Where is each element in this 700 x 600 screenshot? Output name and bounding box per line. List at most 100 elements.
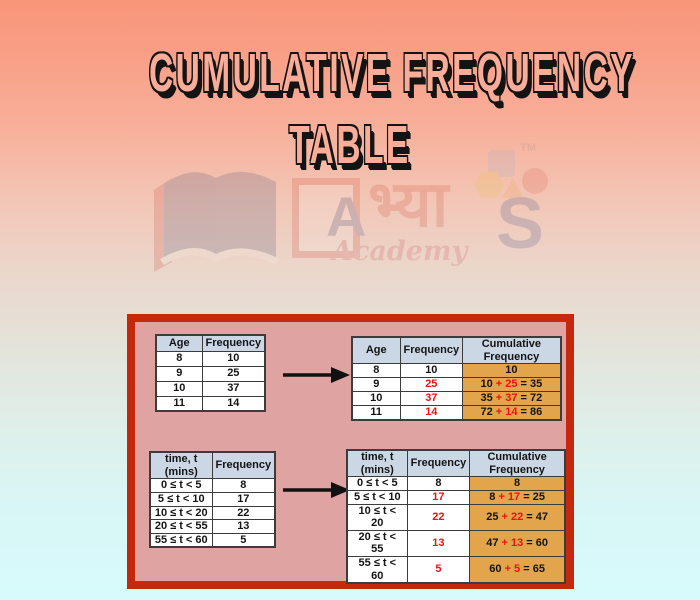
cell-text-part: = 25 (520, 490, 545, 503)
page-title-line1: CUMULATIVE FREQUENCY (0, 46, 700, 100)
header-row: Age Frequency (155, 334, 266, 352)
table-cell: 9 (351, 377, 401, 393)
table-cell: 10 (399, 363, 464, 379)
table-cell: 8 (469, 476, 566, 491)
table-cell: 55 ≤ t < 60 (149, 532, 213, 548)
logo-letter-a: A (326, 185, 367, 248)
table-row: 10 ≤ t < 20 22 25 + 22 = 47 (346, 503, 566, 531)
column-header: Frequency (399, 336, 464, 365)
cell-text-part: = 35 (517, 378, 543, 391)
cell-text-part: + 14 (495, 406, 518, 419)
table-cell: 47 + 13 = 60 (469, 529, 566, 558)
logo-square-shape (488, 150, 515, 177)
page-title-line2: TABLE (0, 118, 700, 172)
column-header: Cumulative Frequency (469, 449, 566, 478)
header-row: time, t (mins) Frequency Cumulative Frequenc… (346, 449, 566, 478)
table-row: 20 ≤ t < 55 13 (149, 519, 276, 534)
table-cell: 5 ≤ t < 10 (149, 491, 213, 507)
table-row: 9 25 10 + 25 = 35 (351, 377, 562, 393)
table-cell: 10 ≤ t < 20 (149, 505, 213, 521)
cell-text-part: + 25 (495, 378, 518, 391)
table-cell: 8 (406, 476, 471, 491)
cell-text-part: + 22 (501, 510, 524, 523)
table-cell: 25 (399, 377, 464, 393)
cell-text-part: = 65 (520, 563, 545, 576)
table-cell: 14 (201, 395, 266, 412)
table-cell: 11 (155, 395, 203, 412)
table-cell: 13 (406, 529, 471, 558)
table-cell: 10 (351, 391, 401, 407)
cell-text-part: 60 (489, 563, 505, 576)
table-cell: 5 (211, 532, 276, 548)
academy-logo-watermark: A भ्या S Academy TM (150, 140, 570, 285)
table-row: 55 ≤ t < 60 5 (149, 532, 276, 548)
table-cell: 10 (462, 363, 562, 379)
column-header: Age (351, 336, 401, 365)
table-cell: 10 + 25 = 35 (462, 377, 562, 393)
cell-text-part: + 37 (495, 392, 518, 405)
logo-devanagari-text: भ्या (368, 168, 449, 242)
logo-academy-text: Academy (332, 236, 468, 267)
cell-text-part: 47 (486, 537, 502, 550)
cell-text-part: = 86 (517, 406, 543, 419)
table-cell: 17 (211, 491, 276, 507)
table-row: 10 37 (155, 380, 266, 397)
table-cell: 22 (406, 503, 471, 531)
cell-text-part: 8 (514, 477, 521, 490)
column-header: Frequency (406, 449, 471, 478)
table-cell: 8 (155, 350, 203, 367)
table-row: 8 10 (155, 350, 266, 367)
cell-text-part: = 72 (517, 392, 543, 405)
table-cell: 25 (201, 365, 266, 382)
table-cell: 35 + 37 = 72 (462, 391, 562, 407)
column-header: Age (155, 334, 203, 352)
table-cell: 14 (399, 405, 464, 421)
logo-circle-shape (522, 168, 548, 194)
cell-text-part: = 60 (523, 537, 549, 550)
table-cell: 22 (211, 505, 276, 521)
table-row: 55 ≤ t < 60 5 60 + 5 = 65 (346, 556, 566, 584)
column-header: time, t (mins) (346, 449, 408, 478)
table-row: 11 14 72 + 14 = 86 (351, 405, 562, 421)
cell-text-part: + 5 (504, 563, 521, 576)
table-row: 8 10 10 (351, 363, 562, 379)
logo-letter-s: S (496, 184, 545, 264)
table-cell: 37 (399, 391, 464, 407)
arrow-right-icon (283, 482, 350, 498)
trademark-symbol: TM (520, 142, 536, 154)
table-cell: 17 (406, 489, 471, 505)
logo-letter-a-box: A (292, 178, 366, 258)
logo-hexagon-shape (474, 172, 504, 198)
cell-text-part: + 17 (498, 490, 521, 503)
time-cumulative-frequency-table: time, t (mins) Frequency Cumulative Frequenc… (346, 449, 566, 585)
table-cell: 0 ≤ t < 5 (149, 478, 213, 493)
table-row: 10 37 35 + 37 = 72 (351, 391, 562, 407)
table-cell: 5 (406, 556, 471, 584)
tables-panel: Age Frequency 8 10 9 25 10 37 11 14 Age Frequency C… (127, 314, 574, 589)
age-cumulative-frequency-table: Age Frequency Cumulative Frequency 8 10 10 9 25 1… (351, 336, 562, 421)
table-cell: 8 (211, 478, 276, 493)
table-cell: 5 ≤ t < 10 (346, 489, 408, 505)
title-text-cumulative-frequency: CUMULATIVE FREQUENCY (148, 43, 636, 103)
cell-text-part: = 47 (523, 510, 549, 523)
cell-text-part: 72 (480, 406, 496, 419)
table-cell: 10 (201, 350, 266, 367)
cell-text-part: 8 (489, 490, 499, 503)
open-book-icon (154, 171, 280, 272)
cell-text-part: 35 (480, 392, 496, 405)
arrow-right-icon (283, 367, 350, 383)
table-cell: 72 + 14 = 86 (462, 405, 562, 421)
cell-text-part: 10 (505, 364, 518, 377)
table-cell: 9 (155, 365, 203, 382)
table-cell: 8 + 17 = 25 (469, 489, 566, 505)
table-row: 5 ≤ t < 10 17 8 + 17 = 25 (346, 489, 566, 505)
column-header: Cumulative Frequency (462, 336, 562, 365)
cell-text-part: + 13 (501, 537, 524, 550)
table-cell: 37 (201, 380, 266, 397)
title-text-table: TABLE (289, 115, 411, 175)
table-cell: 60 + 5 = 65 (469, 556, 566, 584)
